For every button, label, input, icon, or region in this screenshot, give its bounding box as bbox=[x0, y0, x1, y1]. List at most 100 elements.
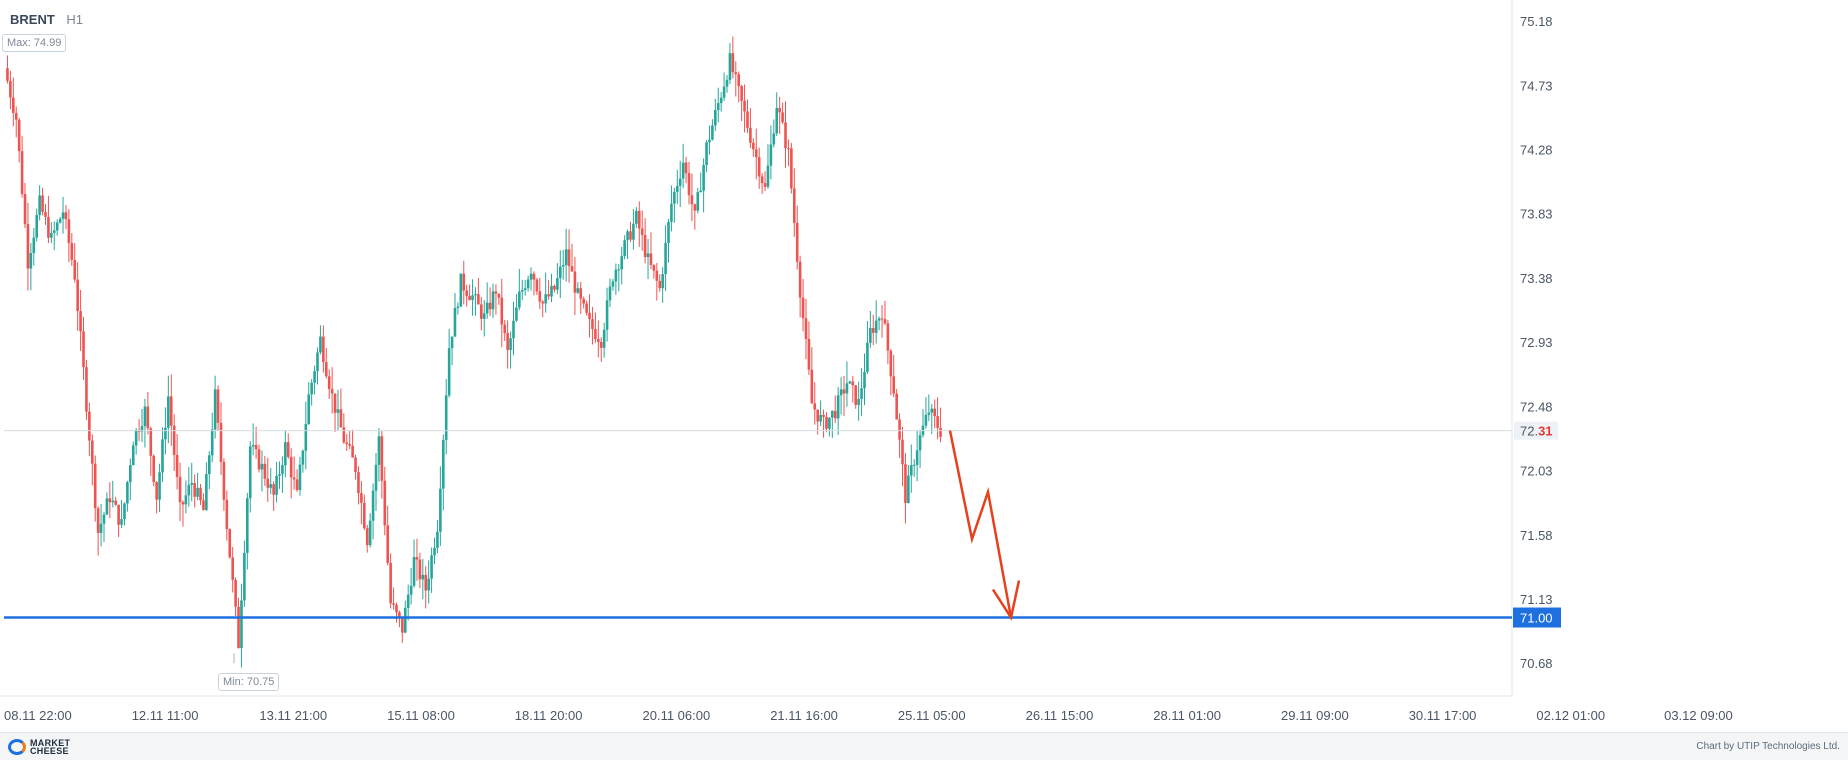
candle-body bbox=[661, 274, 664, 289]
candle-body bbox=[491, 291, 495, 310]
candle-body bbox=[64, 212, 68, 220]
candle-body bbox=[795, 222, 799, 262]
support-level-tag bbox=[1513, 607, 1561, 628]
candle-body bbox=[73, 259, 77, 280]
candle-body bbox=[637, 210, 641, 229]
candle-body bbox=[880, 318, 884, 320]
y-tick-label: 73.83 bbox=[1520, 207, 1553, 222]
chart-credit: Chart by UTIP Technologies Ltd. bbox=[1696, 741, 1840, 752]
candle-body bbox=[933, 408, 936, 417]
candle-body bbox=[597, 339, 600, 343]
candle-body bbox=[766, 165, 770, 187]
candle-body bbox=[807, 338, 811, 370]
candle-body bbox=[351, 445, 354, 458]
candle-body bbox=[722, 86, 726, 98]
candle-body bbox=[129, 465, 132, 483]
candle-body bbox=[474, 294, 477, 296]
candle-body bbox=[152, 455, 156, 482]
x-tick-label: 30.11 17:00 bbox=[1409, 708, 1477, 723]
candle-body bbox=[558, 266, 562, 279]
candle-body bbox=[915, 450, 919, 465]
candle-body bbox=[629, 231, 632, 240]
candle-body bbox=[76, 279, 79, 312]
candle-body bbox=[134, 429, 138, 446]
candle-body bbox=[924, 414, 928, 426]
candle-body bbox=[912, 464, 916, 466]
y-tick-label: 74.73 bbox=[1520, 78, 1553, 93]
candle-body bbox=[883, 319, 887, 324]
current-price-label-tail: 31 bbox=[1538, 424, 1552, 439]
candle-body bbox=[687, 173, 691, 196]
candle-body bbox=[386, 525, 390, 563]
candle-body bbox=[567, 249, 571, 267]
candle-body bbox=[365, 528, 369, 546]
candle-body bbox=[649, 253, 653, 265]
chart-title: BRENT H1 bbox=[10, 12, 83, 27]
x-tick-label: 18.11 20:00 bbox=[515, 708, 583, 723]
candle-body bbox=[9, 80, 12, 98]
candle-body bbox=[523, 288, 527, 290]
candle-body bbox=[866, 342, 869, 372]
candle-body bbox=[667, 221, 670, 243]
candle-body bbox=[161, 439, 164, 473]
brand-logo-icon bbox=[8, 739, 26, 755]
candle-body bbox=[860, 388, 863, 399]
candle-body bbox=[734, 72, 738, 75]
candle-body bbox=[210, 429, 214, 456]
candle-body bbox=[749, 127, 752, 143]
candle-body bbox=[439, 488, 442, 532]
candle-body bbox=[535, 279, 539, 292]
candle-body bbox=[725, 79, 729, 87]
candle-body bbox=[863, 371, 866, 389]
candle-body bbox=[541, 301, 545, 304]
candle-body bbox=[228, 529, 232, 558]
symbol-label: BRENT bbox=[10, 12, 55, 27]
candle-body bbox=[357, 472, 360, 494]
candle-body bbox=[480, 304, 483, 319]
timeframe-label: H1 bbox=[66, 12, 84, 27]
candle-body bbox=[324, 362, 328, 377]
candle-body bbox=[178, 477, 182, 503]
candle-body bbox=[272, 484, 275, 495]
candle-body bbox=[757, 157, 761, 177]
candle-body bbox=[322, 336, 325, 363]
candle-body bbox=[421, 574, 425, 580]
candle-body bbox=[29, 253, 33, 269]
candle-body bbox=[696, 192, 700, 211]
candle-body bbox=[269, 484, 273, 488]
candle-body bbox=[333, 393, 337, 413]
candle-body bbox=[494, 291, 498, 294]
candle-body bbox=[383, 480, 387, 526]
candle-body bbox=[406, 594, 410, 608]
candle-body bbox=[172, 425, 176, 455]
candle-body bbox=[485, 302, 489, 314]
candle-body bbox=[193, 482, 196, 497]
candle-body bbox=[216, 389, 220, 423]
candle-body bbox=[436, 531, 439, 548]
candle-body bbox=[673, 191, 676, 204]
candle-body bbox=[810, 369, 814, 404]
candle-body bbox=[702, 165, 705, 191]
candle-body bbox=[424, 574, 428, 591]
candle-body bbox=[646, 253, 650, 258]
candle-body bbox=[816, 409, 819, 422]
candle-body bbox=[301, 450, 305, 465]
candle-body bbox=[851, 381, 855, 386]
candle-body bbox=[570, 266, 574, 272]
candle-body bbox=[588, 312, 591, 320]
candle-body bbox=[120, 519, 123, 525]
candle-body bbox=[108, 498, 112, 503]
y-tick-label: 75.18 bbox=[1520, 14, 1553, 29]
candle-body bbox=[611, 281, 615, 287]
candle-body bbox=[711, 125, 714, 140]
candle-body bbox=[871, 328, 875, 333]
candle-body bbox=[564, 249, 568, 266]
candle-body bbox=[804, 318, 808, 339]
candle-body bbox=[869, 328, 872, 343]
candle-body bbox=[690, 195, 694, 205]
candle-body bbox=[44, 211, 47, 217]
candle-body bbox=[927, 412, 931, 415]
candle-body bbox=[740, 86, 743, 101]
candle-body bbox=[714, 110, 717, 126]
candle-body bbox=[70, 243, 74, 260]
